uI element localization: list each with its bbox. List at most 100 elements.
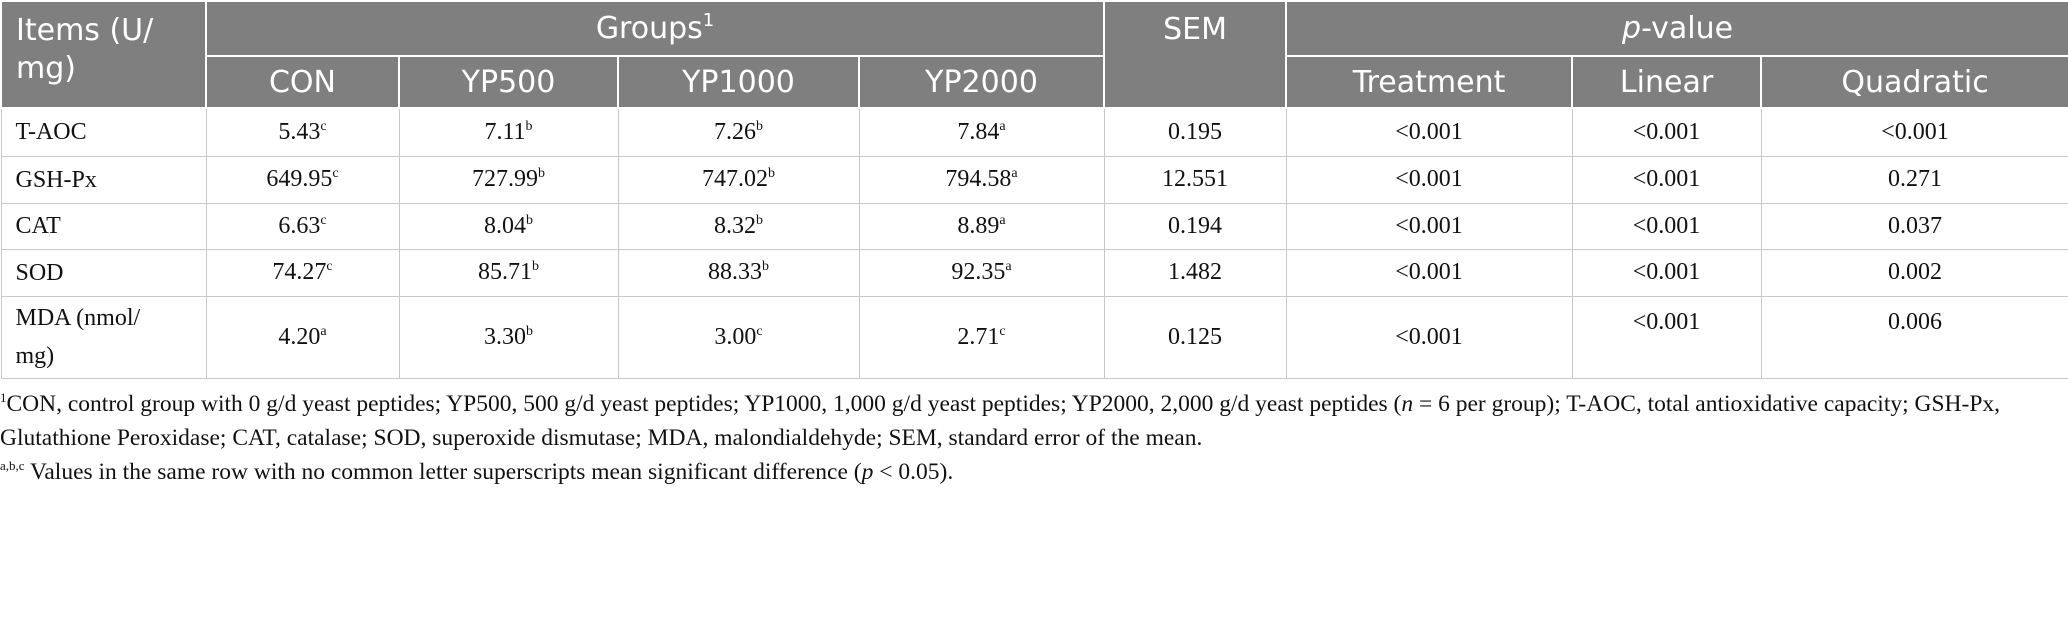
table-cell: 794.58a [858, 155, 1105, 204]
cell-value: 794.58 [945, 166, 1012, 192]
superscript: a [999, 118, 1006, 134]
header-cell: YP500 [398, 55, 619, 109]
header-text: Groups [595, 11, 703, 46]
superscript: c [332, 166, 339, 181]
header-cell: Items (U/mg) [0, 0, 207, 109]
table-cell: 85.71b [398, 248, 619, 297]
table-row: T-AOC 5.43c 7.11b 7.26b 7.84a 0.195 <0.001 <0.0… [0, 107, 2068, 157]
header-text: -value [1641, 11, 1734, 46]
superscript: c [999, 323, 1006, 339]
table-cell: 5.43c [205, 107, 400, 157]
table-cell: 0.037 [1760, 202, 2068, 250]
superscript: b [756, 118, 763, 134]
row-label-text: mg) [15, 343, 55, 369]
table-row: GSH-Px 649.95c 727.99b 747.02b 794.58a 12.551… [0, 155, 2068, 204]
superscript: c [326, 259, 333, 274]
text: < 0.05). [873, 458, 954, 485]
table-cell: 7.84a [858, 107, 1105, 157]
footnotes: 1CON, control group with 0 g/d yeast pep… [0, 379, 2068, 489]
table-cell: 3.00c [617, 295, 860, 379]
table-cell: 3.30b [398, 295, 619, 379]
cell-value: 8.89 [957, 212, 1000, 239]
row-label-text: CAT [15, 213, 61, 239]
superscript: a [1005, 259, 1012, 274]
superscript: a,b,c [0, 457, 25, 473]
cell-value: 74.27 [272, 259, 327, 285]
table-cell: <0.001 [1285, 295, 1573, 379]
table-cell: <0.001 [1760, 107, 2068, 157]
header-cell: Quadratic [1760, 55, 2068, 109]
row-label: MDA (nmol/mg) [0, 295, 207, 379]
superscript: a [320, 323, 327, 339]
cell-value: 88.33 [708, 259, 762, 285]
header-text: mg) [16, 51, 76, 86]
table-cell: <0.001 [1571, 295, 1762, 379]
table-cell: <0.001 [1285, 107, 1573, 157]
cell-value: 747.02 [702, 166, 768, 192]
cell-value: 8.04 [484, 212, 526, 239]
cell-value: 727.99 [472, 166, 538, 192]
table-cell: <0.001 [1571, 155, 1762, 204]
cell-value: 6.63 [278, 212, 321, 239]
cell-value: 7.26 [714, 118, 756, 145]
table-cell: 88.33b [617, 248, 860, 297]
table-cell: 7.11b [398, 107, 619, 157]
italic-text: p [1622, 11, 1642, 46]
row-label: SOD [0, 248, 207, 297]
superscript: b [526, 323, 533, 339]
superscript: 1 [702, 10, 715, 31]
row-label: CAT [0, 202, 207, 250]
table-cell: <0.001 [1571, 248, 1762, 297]
header-cell: SEM [1103, 0, 1288, 109]
text: CON, control group with 0 g/d yeast pept… [6, 390, 1402, 417]
table-cell: 8.89a [858, 202, 1105, 250]
table-header: Items (U/mg) Groups1 SEM p-value CON YP500 YP1… [0, 0, 2068, 109]
cell-value: 8.32 [714, 212, 756, 239]
header-cell: CON [205, 55, 400, 109]
text: Values in the same row with no common le… [24, 458, 862, 485]
row-label-text: MDA (nmol/ [15, 305, 141, 331]
superscript: a [1011, 166, 1018, 181]
table-cell: <0.001 [1285, 202, 1573, 250]
header-cell: p-value [1285, 0, 2068, 57]
table-cell: 12.551 [1103, 155, 1287, 204]
header-cell: YP1000 [617, 55, 860, 109]
row-label: T-AOC [0, 107, 207, 157]
italic-text: p [861, 458, 874, 485]
cell-value: 5.43 [278, 118, 321, 145]
table-cell: 0.194 [1103, 202, 1287, 250]
table-cell: 727.99b [398, 155, 619, 204]
table-row: CAT 6.63c 8.04b 8.32b 8.89a 0.194 <0.001 <0.001… [0, 202, 2068, 250]
table-cell: 8.32b [617, 202, 860, 250]
table-cell: <0.001 [1571, 202, 1762, 250]
table-cell: 4.20a [205, 295, 400, 379]
cell-value: 7.11 [484, 118, 526, 145]
row-label: GSH-Px [0, 155, 207, 204]
footnote: a,b,c Values in the same row with no com… [0, 455, 2068, 489]
header-cell: Linear [1571, 55, 1763, 109]
cell-value: 3.30 [484, 323, 526, 350]
table-cell: 747.02b [617, 155, 860, 204]
header-cell: Treatment [1285, 55, 1574, 109]
cell-value: 2.71 [957, 323, 1000, 350]
table-cell: 0.195 [1103, 107, 1287, 157]
table-body: T-AOC 5.43c 7.11b 7.26b 7.84a 0.195 <0.001 <0.0… [0, 107, 2068, 379]
superscript: b [756, 212, 763, 228]
superscript: c [320, 118, 327, 134]
table-cell: <0.001 [1285, 248, 1573, 297]
table-cell: 8.04b [398, 202, 619, 250]
cell-value: 649.95 [266, 166, 333, 192]
superscript: b [525, 118, 533, 134]
superscript: b [538, 166, 545, 181]
header-cell: Groups1 [204, 0, 1106, 57]
header-text: SEM [1163, 12, 1227, 47]
row-label-text: SOD [15, 259, 64, 286]
header-cell: YP2000 [857, 55, 1106, 109]
data-table: Items (U/mg) Groups1 SEM p-value CON YP500 YP1… [0, 0, 2068, 379]
table-cell: 92.35a [858, 248, 1105, 297]
header-text: Items (U/ [16, 13, 154, 48]
superscript: b [532, 259, 539, 274]
table-cell: 6.63c [205, 202, 400, 250]
table-cell: 0.006 [1760, 295, 2068, 379]
